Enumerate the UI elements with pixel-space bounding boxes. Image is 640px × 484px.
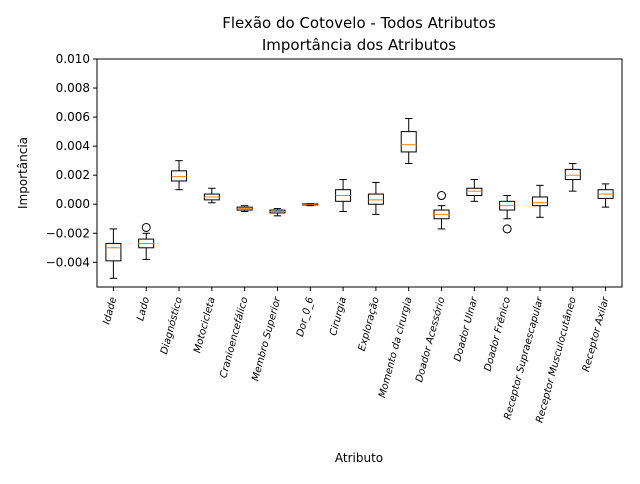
axes-frame: [96, 58, 623, 288]
y-tick-label: 0.002: [56, 168, 90, 182]
box-iqr: [564, 168, 581, 181]
box-iqr: [400, 131, 417, 153]
outlier-point: [437, 191, 447, 201]
y-tick-label: −0.004: [46, 255, 90, 269]
chart-title-line2: Importância dos Atributos: [262, 36, 456, 54]
box-iqr: [531, 196, 548, 207]
y-axis-label: Importância: [16, 137, 30, 209]
box-iqr: [171, 170, 188, 182]
y-tick-label: −0.002: [46, 226, 90, 240]
x-axis-label: Atributo: [335, 451, 383, 465]
box-iqr: [105, 242, 122, 262]
y-tick-label: 0.006: [56, 110, 90, 124]
box-iqr: [466, 187, 483, 197]
box-iqr: [367, 193, 384, 205]
y-tick-label: 0.008: [56, 81, 90, 95]
y-tick-label: 0.000: [56, 197, 90, 211]
outlier-point: [141, 222, 151, 232]
y-tick-label: 0.004: [56, 139, 90, 153]
outlier-point: [502, 224, 512, 234]
chart-title-line1: Flexão do Cotovelo - Todos Atributos: [222, 14, 496, 32]
y-tick-label: 0.010: [56, 52, 90, 66]
